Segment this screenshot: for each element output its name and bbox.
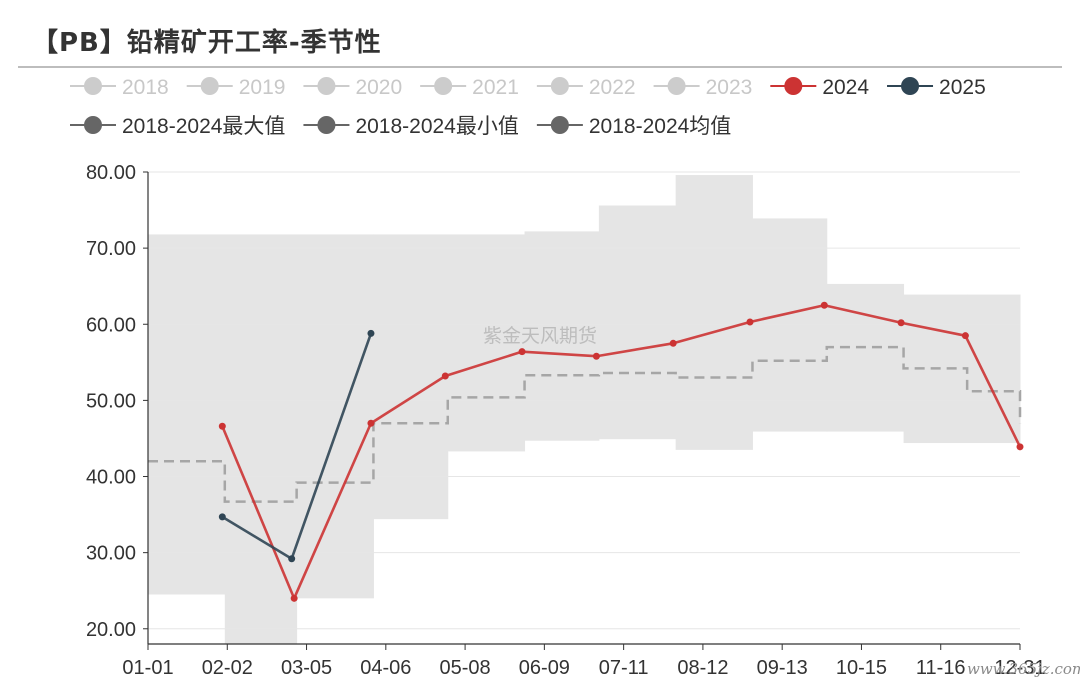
grid-lines <box>148 171 1020 630</box>
x-tick-label: 05-08 <box>440 657 491 679</box>
band-month-6 <box>524 231 600 441</box>
axes: 20.00 30.00 40.00 50.00 60.00 70.00 80.00 01-01… <box>86 162 1046 679</box>
x-tick-label: 03-05 <box>281 657 332 679</box>
svg-text:2021: 2021 <box>472 76 519 99</box>
x-tick-label: 10-15 <box>836 657 887 679</box>
y-tick-label: 60.00 <box>86 314 136 336</box>
band-month-10 <box>826 283 905 432</box>
data-point-2025 <box>367 329 375 337</box>
watermark-center: 紫金天风期货 <box>483 325 597 347</box>
y-tick-label: 70.00 <box>86 238 136 260</box>
legend-item-2022[interactable]: 2022 <box>536 76 636 99</box>
band-month-9 <box>752 218 828 432</box>
legend-item-2019[interactable]: 2019 <box>186 76 286 99</box>
y-tick-label: 80.00 <box>86 162 136 184</box>
svg-text:2020: 2020 <box>355 76 402 99</box>
band-month-12 <box>967 294 1021 444</box>
x-tick-label: 09-13 <box>757 657 808 679</box>
legend-item-2025[interactable]: 2025 <box>887 76 986 99</box>
average-line <box>148 345 1022 503</box>
svg-text:2023: 2023 <box>706 76 753 99</box>
band-month-4 <box>373 234 449 520</box>
x-tick-label: 08-12 <box>677 657 728 679</box>
band-month-8 <box>675 175 753 450</box>
series-lines <box>218 301 1024 602</box>
data-point-2024 <box>441 372 449 380</box>
legend-item-2018[interactable]: 2018 <box>70 76 169 99</box>
data-point-2024 <box>669 339 677 347</box>
data-point-2024 <box>218 422 226 430</box>
svg-text:2019: 2019 <box>239 76 286 99</box>
max-min-band <box>148 175 1021 644</box>
data-point-2024 <box>518 348 526 356</box>
page-title: 【PB】铅精矿开工率-季节性 <box>32 28 382 58</box>
legend-item-2020[interactable]: 2020 <box>303 76 402 99</box>
legend-item-2021[interactable]: 2021 <box>420 76 519 99</box>
x-tick-label: 12-31 <box>994 657 1045 679</box>
x-tick-label: 01-01 <box>122 657 173 679</box>
watermark-corner: www.365jz.com <box>967 660 1080 678</box>
svg-text:2025: 2025 <box>939 76 986 99</box>
band-month-3 <box>296 234 374 599</box>
svg-text:2018: 2018 <box>122 76 169 99</box>
data-point-2024 <box>746 318 754 326</box>
data-point-2025 <box>288 555 296 563</box>
x-tick-label: 06-09 <box>519 657 570 679</box>
data-point-2024 <box>592 352 600 360</box>
svg-text:2024: 2024 <box>822 76 869 99</box>
legend-item-2018-2024均值[interactable]: 2018-2024均值 <box>536 115 731 138</box>
band-month-1 <box>148 234 226 595</box>
series-line-avg <box>148 345 1022 503</box>
y-tick-label: 20.00 <box>86 619 136 641</box>
y-tick-label: 30.00 <box>86 543 136 565</box>
data-point-2024 <box>897 319 905 327</box>
svg-text:2018-2024最大值: 2018-2024最大值 <box>122 115 285 138</box>
legend-item-2023[interactable]: 2023 <box>653 76 753 99</box>
data-point-2024 <box>367 419 375 427</box>
title-divider <box>18 66 1062 68</box>
series-line-2024 <box>221 303 1022 600</box>
legend-item-2018-2024最小值[interactable]: 2018-2024最小值 <box>303 115 519 138</box>
svg-text:2022: 2022 <box>589 76 636 99</box>
svg-text:2018-2024均值: 2018-2024均值 <box>589 115 731 138</box>
x-tick-label: 07-11 <box>599 657 649 679</box>
band-month-5 <box>447 234 526 452</box>
data-point-2024 <box>820 301 828 309</box>
legend: 2018 2019 2020 2021 2022 2023 2024 2025 2018-202… <box>70 76 986 138</box>
x-tick-label: 02-02 <box>202 657 253 679</box>
y-tick-label: 40.00 <box>86 467 136 489</box>
data-point-2024 <box>290 594 298 602</box>
band-month-7 <box>598 205 677 440</box>
x-tick-label: 04-06 <box>360 657 411 679</box>
data-point-2025 <box>218 513 226 521</box>
y-tick-label: 50.00 <box>86 390 136 412</box>
legend-item-2024[interactable]: 2024 <box>770 76 869 99</box>
data-point-2024 <box>961 332 969 340</box>
x-tick-label: 11-16 <box>916 657 966 679</box>
data-point-2024 <box>1016 443 1024 451</box>
legend-item-2018-2024最大值[interactable]: 2018-2024最大值 <box>70 115 285 138</box>
svg-text:2018-2024最小值: 2018-2024最小值 <box>355 115 518 138</box>
